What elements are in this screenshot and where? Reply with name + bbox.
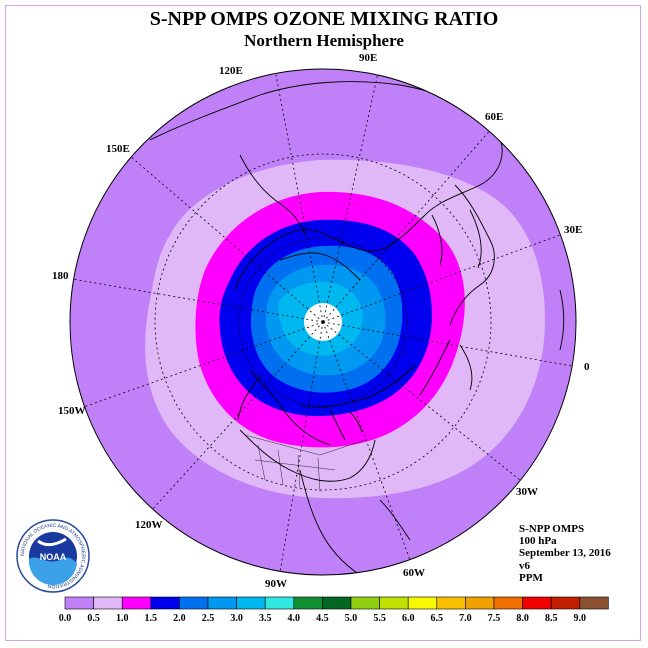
colorbar-label: 7.5: [488, 613, 501, 624]
colorbar-label: 0.5: [87, 613, 100, 624]
colorbar-swatch: [407, 596, 438, 610]
info-instrument: S-NPP OMPS: [519, 523, 585, 535]
colorbar-label: 1.5: [145, 613, 158, 624]
info-version: v6: [519, 559, 530, 572]
lon-label-120w: 120W: [135, 519, 163, 531]
colorbar-swatch: [522, 596, 552, 610]
lon-label-30e: 30E: [564, 224, 582, 236]
colorbar-swatch: [379, 596, 409, 610]
state-borders: [244, 434, 366, 493]
graticule: [71, 72, 573, 573]
info-unit: PPM: [519, 571, 543, 584]
colorbar-label: 8.0: [516, 613, 529, 624]
colorbar-label: 1.0: [116, 613, 129, 624]
colorbar-swatch: [436, 596, 466, 610]
colorbar-swatch: [350, 596, 380, 610]
lon-label-0: 0: [584, 361, 590, 373]
colorbar-label: 9.0: [574, 613, 587, 624]
lon-label-180: 180: [52, 270, 69, 282]
lon-label-120e: 120E: [219, 65, 243, 77]
lon-label-60e: 60E: [485, 111, 503, 123]
lon-label-150e: 150E: [106, 143, 130, 155]
colorbar-label: 8.5: [545, 613, 558, 624]
ozone-field: [70, 69, 576, 575]
colorbar-label: 3.5: [259, 613, 272, 624]
colorbar-swatch: [264, 596, 295, 610]
colorbar-swatch: [579, 596, 609, 610]
colorbar-label: 5.0: [345, 613, 358, 624]
figure-border: [5, 5, 641, 641]
colorbar-label: 2.0: [173, 613, 186, 624]
colorbar-swatch: [207, 596, 237, 610]
colorbar-swatch: [236, 596, 266, 610]
map-outline: [69, 68, 577, 576]
colorbar-swatch: [150, 596, 180, 610]
colorbar: 0.0 0.5 1.0 1.5 2.0 2.5 3.0 3.5 4.0 4.5 5.0 5.5 6.0 6…: [59, 596, 609, 624]
lon-label-30w: 30W: [516, 486, 538, 498]
map-subtitle: Northern Hemisphere: [244, 31, 404, 50]
colorbar-swatch: [465, 596, 495, 610]
colorbar-label: 3.0: [230, 613, 243, 624]
colorbar-label: 4.0: [288, 613, 301, 624]
info-date: September 13, 2016: [519, 547, 611, 560]
colorbar-label: 2.5: [202, 613, 215, 624]
colorbar-swatch: [550, 596, 581, 610]
noaa-emblem: NOAA NATIONAL OCEANIC AND ATMOSPHERIC AD…: [16, 519, 90, 593]
info-block: S-NPP OMPS 100 hPa September 13, 2016 v6…: [519, 523, 611, 584]
colorbar-swatch: [322, 596, 352, 610]
colorbar-label: 0.0: [59, 613, 72, 624]
colorbar-swatch: [64, 596, 94, 610]
info-level: 100 hPa: [519, 535, 557, 548]
noaa-logo-text: NOAA: [40, 552, 67, 562]
colorbar-swatch: [493, 596, 523, 610]
lon-label-90w: 90W: [265, 578, 287, 590]
colorbar-label: 4.5: [316, 613, 329, 624]
lon-label-90e: 90E: [359, 52, 377, 64]
colorbar-label: 6.0: [402, 613, 415, 624]
colorbar-label: 5.5: [373, 613, 386, 624]
colorbar-swatch: [179, 596, 209, 610]
lon-label-150w: 150W: [58, 405, 86, 417]
noaa-logo: NOAA NATIONAL OCEANIC AND ATMOSPHERIC AD…: [16, 519, 90, 593]
coastlines: [149, 81, 565, 575]
colorbar-label: 6.5: [431, 613, 444, 624]
map-title: S-NPP OMPS OZONE MIXING RATIO: [149, 8, 499, 30]
colorbar-swatch: [93, 596, 123, 610]
colorbar-label: 7.0: [459, 613, 472, 624]
colorbar-swatch: [293, 596, 323, 610]
colorbar-swatch: [121, 596, 152, 610]
lon-label-60w: 60W: [403, 567, 425, 579]
